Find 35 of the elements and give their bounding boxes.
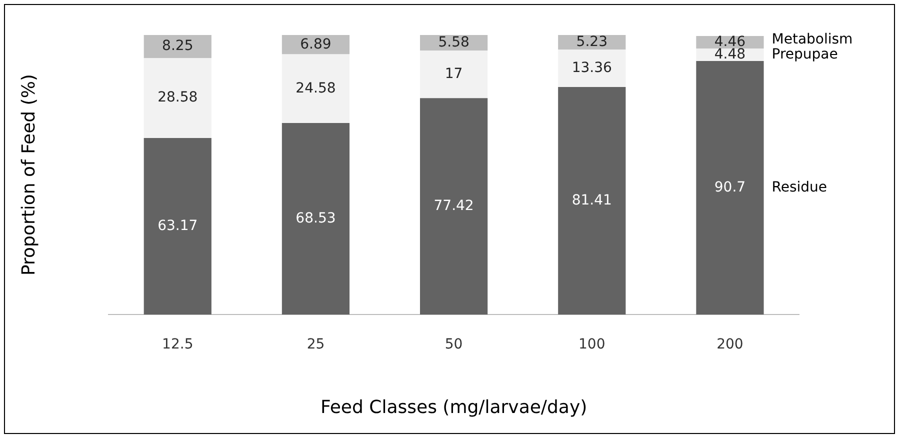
data-label: 8.25	[162, 38, 194, 54]
bar	[282, 35, 350, 54]
bar	[144, 138, 212, 315]
data-label: 6.89	[300, 36, 332, 52]
data-label: 5.58	[438, 34, 470, 50]
data-label: 13.36	[572, 60, 612, 76]
bar	[282, 54, 350, 123]
x-tick-label: 100	[578, 336, 606, 353]
data-label: 81.41	[572, 192, 612, 208]
data-label: 24.58	[296, 80, 336, 96]
data-label: 68.53	[296, 210, 336, 226]
series-label: Prepupae	[772, 46, 838, 62]
data-label: 4.48	[714, 46, 746, 62]
bar	[144, 58, 212, 138]
data-label: 5.23	[576, 34, 608, 50]
x-tick-label: 12.5	[162, 336, 194, 353]
bar	[558, 86, 626, 315]
bar	[282, 122, 350, 315]
data-label: 90.7	[714, 179, 746, 196]
x-tick-label: 25	[306, 336, 325, 353]
bar	[558, 50, 626, 87]
data-label: 77.42	[434, 198, 474, 214]
bar	[696, 61, 764, 315]
series-label: Residue	[772, 179, 828, 196]
y-axis-title: Proportion of Feed (%)	[18, 74, 40, 276]
bar	[420, 98, 488, 315]
x-tick-label: 200	[716, 336, 744, 353]
series-label: Metabolism	[772, 31, 853, 48]
data-label: 63.17	[158, 218, 198, 234]
x-tick-label: 50	[444, 336, 463, 353]
data-label: 17	[444, 66, 463, 82]
data-label: 28.58	[158, 90, 198, 106]
bar	[420, 50, 488, 98]
x-axis-title: Feed Classes (mg/larvae/day)	[320, 396, 588, 418]
bar	[144, 35, 212, 58]
